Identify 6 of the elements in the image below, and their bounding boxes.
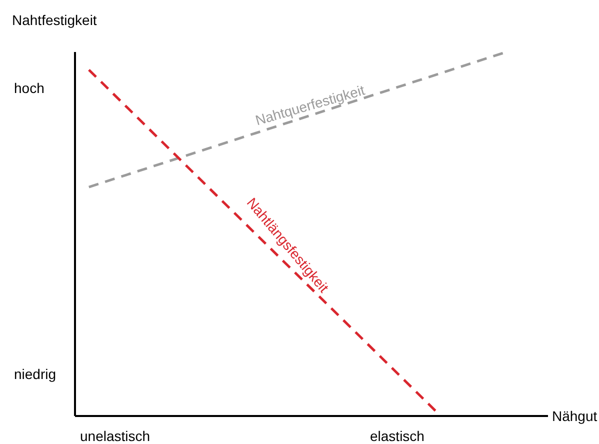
text: unelastisch	[80, 428, 150, 444]
text: hoch	[14, 80, 44, 96]
text: niedrig	[14, 366, 56, 382]
y-axis-title: Nahtfestigkeit	[12, 12, 97, 28]
x-axis-title: Nähgut	[552, 408, 598, 424]
text: elastisch	[370, 428, 424, 444]
